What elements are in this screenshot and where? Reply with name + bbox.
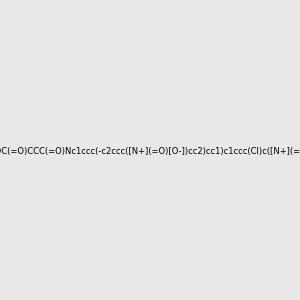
Text: O=C(COC(=O)CCC(=O)Nc1ccc(-c2ccc([N+](=O)[O-])cc2)cc1)c1ccc(Cl)c([N+](=O)[O-])c1: O=C(COC(=O)CCC(=O)Nc1ccc(-c2ccc([N+](=O)… [0,147,300,156]
